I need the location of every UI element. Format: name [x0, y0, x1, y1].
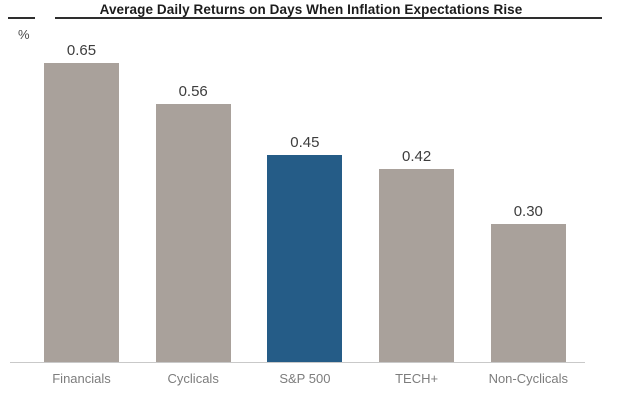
bar-category-label-tech: TECH+ — [395, 371, 439, 386]
bar-category-label-financials: Financials — [52, 371, 111, 386]
bar-category-label-s-p-500: S&P 500 — [279, 371, 331, 386]
bar-s-p-500 — [267, 155, 343, 362]
title-underline — [55, 16, 602, 19]
bar-non-cyclicals — [490, 224, 566, 362]
bar-cyclicals — [155, 104, 231, 362]
bar-tech — [379, 169, 455, 362]
bar-value-label-s-p-500: 0.45 — [290, 134, 320, 151]
axis-tick-line — [8, 16, 35, 19]
bar-value-label-financials: 0.65 — [66, 42, 97, 59]
bar-value-label-cyclicals: 0.56 — [178, 83, 208, 100]
x-axis-line — [10, 362, 585, 363]
chart-title: Average Daily Returns on Days When Infla… — [99, 2, 523, 17]
bar-category-label-cyclicals: Cyclicals — [167, 371, 219, 386]
bar-value-label-tech: 0.42 — [401, 148, 432, 165]
percent-axis-label: % — [18, 27, 30, 42]
bar-financials — [44, 63, 119, 362]
bar-value-label-non-cyclicals: 0.30 — [513, 203, 543, 220]
bar-category-label-non-cyclicals: Non-Cyclicals — [488, 371, 569, 386]
